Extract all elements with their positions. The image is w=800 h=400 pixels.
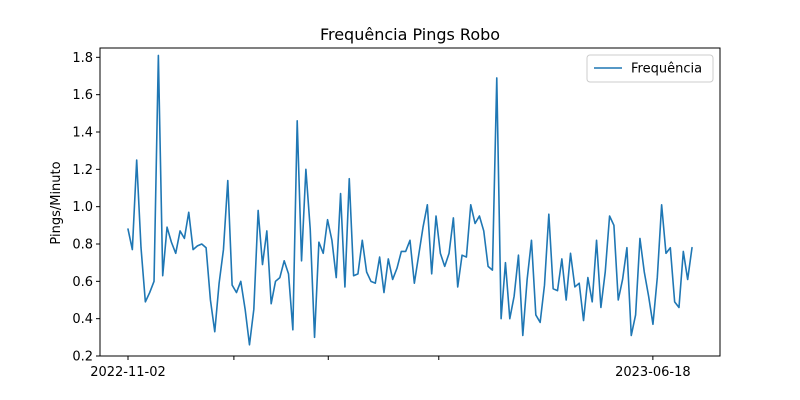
legend-label-frequencia: Frequência <box>631 62 702 77</box>
legend-box <box>586 54 714 83</box>
y-axis-label: Pings/Minuto <box>49 161 64 244</box>
y-tick-label: 1.0 <box>72 200 93 215</box>
x-tick-label: 2023-06-18 <box>615 365 691 380</box>
plot-frame <box>99 47 721 357</box>
y-tick-label: 0.4 <box>72 312 93 327</box>
axis-layer: 0.2 0.4 0.6 0.8 1.0 1.2 1.4 1.6 1.8 2022-11-02 202… <box>72 51 690 380</box>
y-tick-label: 1.6 <box>72 88 93 103</box>
series-line-frequencia <box>127 54 693 346</box>
y-tick-label: 1.2 <box>72 163 93 178</box>
y-tick-label: 0.6 <box>72 275 93 290</box>
y-tick-label: 1.4 <box>72 126 93 141</box>
y-tick-label: 0.8 <box>72 238 93 253</box>
legend: Frequência <box>586 54 714 83</box>
chart-title: Frequência Pings Robo <box>320 25 500 44</box>
y-tick-label: 1.8 <box>72 51 93 66</box>
y-tick-label: 0.2 <box>72 350 93 365</box>
x-tick-label: 2022-11-02 <box>90 365 166 380</box>
series-layer <box>127 54 693 346</box>
